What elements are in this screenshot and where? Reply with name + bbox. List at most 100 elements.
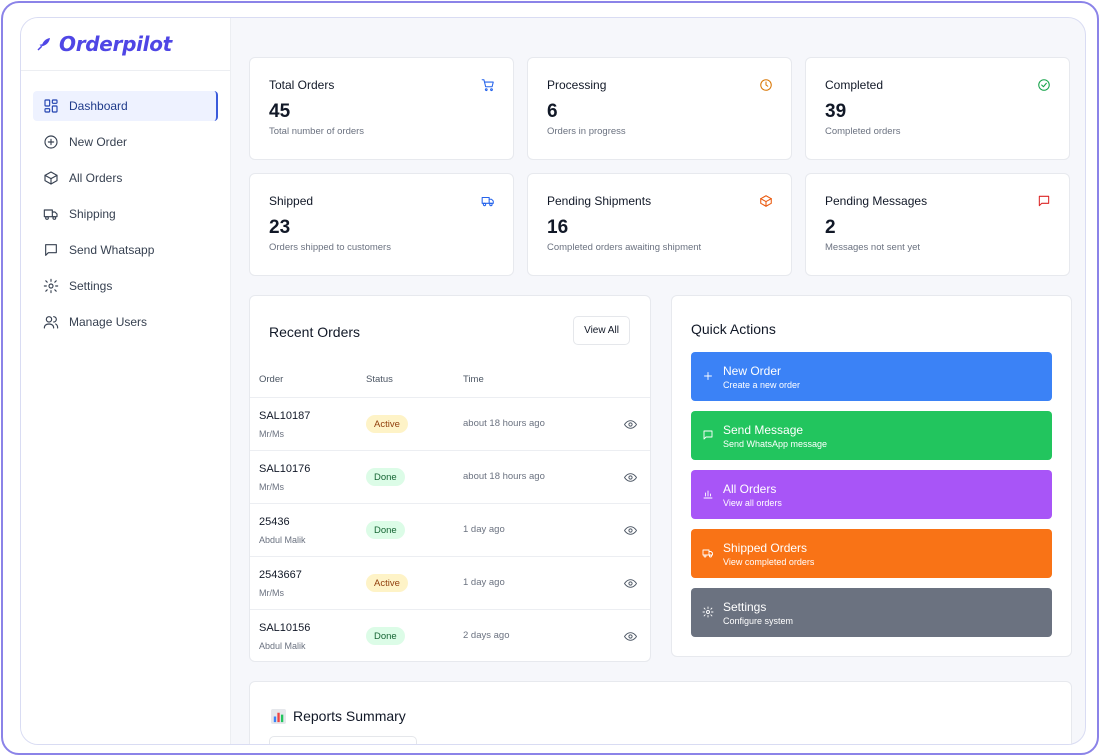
- status-badge: Active: [366, 574, 408, 592]
- sidebar-item-label: All Orders: [69, 171, 123, 185]
- stat-card-processing[interactable]: Processing 6 Orders in progress: [527, 57, 792, 160]
- quick-actions-panel: Quick Actions New Order Create a new ord…: [671, 295, 1072, 657]
- quick-action-send-message[interactable]: Send Message Send WhatsApp message: [691, 411, 1052, 460]
- cart-icon: [481, 79, 494, 92]
- truck-icon: [481, 196, 494, 207]
- stats-grid: Total Orders 45 Total number of orders P…: [249, 57, 1071, 276]
- recent-orders-panel: Recent Orders View All Order Status Time…: [249, 295, 651, 662]
- stat-sub: Completed orders: [825, 126, 901, 137]
- rocket-icon: [37, 38, 50, 51]
- eye-icon[interactable]: [624, 471, 637, 484]
- order-customer: Abdul Malik: [259, 535, 306, 545]
- sidebar-item-label: Dashboard: [69, 99, 128, 113]
- table-body: SAL10187 Mr/Ms Active about 18 hours ago…: [250, 398, 650, 663]
- bar-chart-icon: [703, 490, 713, 499]
- view-all-button[interactable]: View All: [573, 316, 630, 345]
- table-row[interactable]: SAL10156 Abdul Malik Done 2 days ago: [250, 610, 650, 663]
- stat-value: 2: [825, 217, 836, 238]
- brand-name: Orderpilot: [59, 32, 172, 56]
- sidebar-item-dashboard[interactable]: Dashboard: [33, 91, 218, 121]
- quick-action-sub: Configure system: [723, 616, 794, 626]
- dashboard-icon: [44, 99, 58, 113]
- order-customer: Mr/Ms: [259, 482, 284, 492]
- order-id: 25436: [259, 516, 290, 528]
- sidebar-item-new-order[interactable]: New Order: [33, 127, 218, 157]
- order-time: 1 day ago: [463, 577, 505, 588]
- sidebar-item-manage-users[interactable]: Manage Users: [33, 307, 218, 337]
- sidebar-item-shipping[interactable]: Shipping: [33, 199, 218, 229]
- quick-action-sub: Create a new order: [723, 380, 801, 390]
- quick-actions-title: Quick Actions: [691, 321, 776, 337]
- order-id: 2543667: [259, 569, 302, 581]
- sidebar-item-label: Settings: [69, 279, 113, 293]
- stat-value: 45: [269, 101, 291, 122]
- quick-action-settings[interactable]: Settings Configure system: [691, 588, 1052, 637]
- sidebar-item-label: New Order: [69, 135, 128, 149]
- stat-label: Pending Shipments: [547, 194, 652, 208]
- reports-summary-title: Reports Summary: [271, 708, 406, 724]
- stat-label: Pending Messages: [825, 194, 928, 208]
- eye-icon[interactable]: [624, 524, 637, 537]
- order-customer: Mr/Ms: [259, 429, 284, 439]
- quick-action-title: All Orders: [723, 482, 777, 496]
- report-chart-icon: [271, 708, 286, 724]
- eye-icon[interactable]: [624, 418, 637, 431]
- clock-icon: [760, 79, 772, 91]
- box-icon: [44, 171, 58, 185]
- message-icon: [45, 244, 57, 256]
- quick-action-all-orders[interactable]: All Orders View all orders: [691, 470, 1052, 519]
- gear-icon: [43, 278, 59, 294]
- sidebar: Orderpilot Dashboard New Order All Order…: [21, 18, 231, 744]
- order-id: SAL10156: [259, 622, 311, 634]
- stat-card-shipped[interactable]: Shipped 23 Orders shipped to customers: [249, 173, 514, 276]
- quick-action-sub: Send WhatsApp message: [723, 439, 828, 449]
- quick-action-sub: View completed orders: [723, 557, 815, 567]
- stat-sub: Total number of orders: [269, 126, 365, 137]
- stat-sub: Completed orders awaiting shipment: [547, 242, 702, 253]
- order-time: about 18 hours ago: [463, 418, 545, 429]
- users-icon: [43, 316, 59, 329]
- sidebar-item-all-orders[interactable]: All Orders: [33, 163, 218, 193]
- order-customer: Abdul Malik: [259, 641, 306, 651]
- quick-action-new-order[interactable]: New Order Create a new order: [691, 352, 1052, 401]
- stat-sub: Orders in progress: [547, 126, 626, 137]
- stat-value: 6: [547, 101, 558, 122]
- sidebar-nav: Dashboard New Order All Orders Shipping …: [21, 71, 230, 337]
- sidebar-item-settings[interactable]: Settings: [33, 271, 218, 301]
- order-id: SAL10187: [259, 410, 311, 422]
- stat-value: 23: [269, 217, 291, 238]
- stat-value: 39: [825, 101, 847, 122]
- stat-label: Shipped: [269, 194, 314, 208]
- quick-action-title: Send Message: [723, 423, 804, 437]
- stat-label: Completed: [825, 78, 884, 92]
- eye-icon[interactable]: [624, 630, 637, 643]
- plus-circle-icon: [44, 135, 58, 149]
- message-icon: [703, 430, 713, 440]
- stat-card-pending-messages[interactable]: Pending Messages 2 Messages not sent yet: [805, 173, 1070, 276]
- order-customer: Mr/Ms: [259, 588, 284, 598]
- status-badge: Done: [366, 521, 405, 539]
- stat-label: Total Orders: [269, 78, 335, 92]
- table-row[interactable]: SAL10187 Mr/Ms Active about 18 hours ago: [250, 398, 650, 451]
- quick-action-title: New Order: [723, 364, 782, 378]
- truck-icon: [43, 209, 58, 220]
- order-time: about 18 hours ago: [463, 471, 545, 482]
- column-header-order: Order: [259, 374, 284, 385]
- quick-action-shipped-orders[interactable]: Shipped Orders View completed orders: [691, 529, 1052, 578]
- sidebar-item-send-whatsapp[interactable]: Send Whatsapp: [33, 235, 218, 265]
- stat-sub: Messages not sent yet: [825, 242, 921, 253]
- eye-icon[interactable]: [624, 577, 637, 590]
- table-row[interactable]: SAL10176 Mr/Ms Done about 18 hours ago: [250, 451, 650, 504]
- stat-card-total-orders[interactable]: Total Orders 45 Total number of orders: [249, 57, 514, 160]
- sidebar-item-label: Shipping: [69, 207, 116, 221]
- truck-icon: [702, 549, 713, 558]
- status-badge: Active: [366, 415, 408, 433]
- table-row[interactable]: 25436 Abdul Malik Done 1 day ago: [250, 504, 650, 557]
- brand[interactable]: Orderpilot: [21, 18, 230, 71]
- reports-filter-box[interactable]: [269, 736, 417, 744]
- stat-card-pending-shipments[interactable]: Pending Shipments 16 Completed orders aw…: [527, 173, 792, 276]
- quick-action-title: Settings: [723, 600, 767, 614]
- order-id: SAL10176: [259, 463, 311, 475]
- table-row[interactable]: 2543667 Mr/Ms Active 1 day ago: [250, 557, 650, 610]
- stat-card-completed[interactable]: Completed 39 Completed orders: [805, 57, 1070, 160]
